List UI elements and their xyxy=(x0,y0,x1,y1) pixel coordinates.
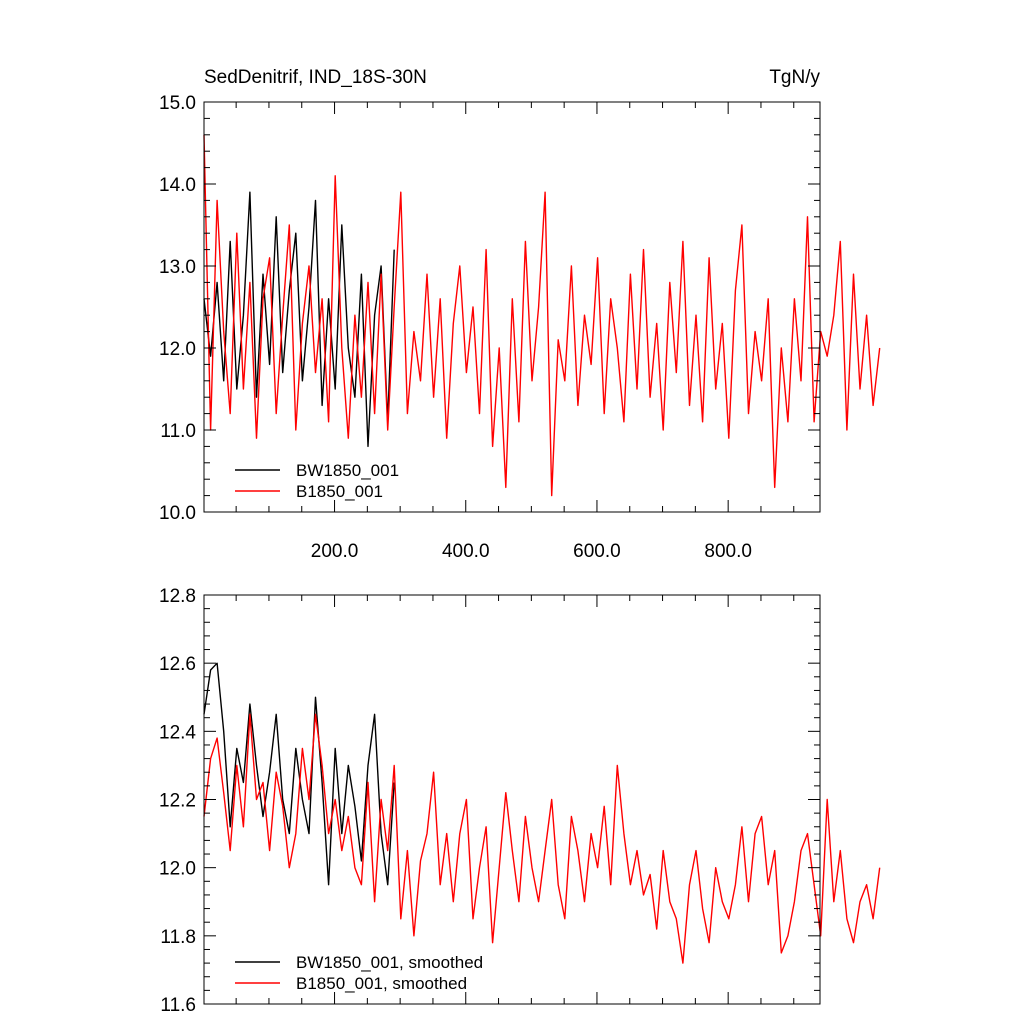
y-tick-label-1-5: 12.6 xyxy=(159,654,196,675)
y-tick-label-1-0: 11.6 xyxy=(160,995,196,1016)
y-tick-label-0-3: 13.0 xyxy=(159,257,196,278)
top-panel: SedDenitrif, IND_18S-30N TgN/y 10.011.01… xyxy=(159,67,881,562)
y-tick-label-1-2: 12.0 xyxy=(159,859,196,880)
y-tick-label-1-1: 11.8 xyxy=(160,927,196,948)
x-tick-label-0-1: 400.0 xyxy=(442,541,490,562)
series-line-1-0 xyxy=(203,662,395,886)
top-axes: 10.0 11.0 12.0 13.0 14.0 15.0 200.0 400.0 600.0 8… xyxy=(159,93,821,562)
x-tick-label-0-3: 800.0 xyxy=(704,541,752,562)
legend-label-0-1: B1850_001 xyxy=(296,482,383,501)
x-tick-label-0-2: 600.0 xyxy=(573,541,621,562)
y-tick-label-0-2: 12.0 xyxy=(159,339,196,360)
bottom-panel: 11.6 11.8 12.0 12.2 12.4 12.6 12.8 BW1850_001,… xyxy=(159,586,881,1016)
y-tick-label-0-5: 15.0 xyxy=(159,93,196,114)
legend-label-0-0: BW1850_001 xyxy=(296,461,399,480)
y-tick-label-1-3: 12.2 xyxy=(159,791,196,812)
bottom-legend: BW1850_001, smoothed B1850_001, smoothed xyxy=(235,953,483,993)
top-title-right: TgN/y xyxy=(769,67,820,88)
y-tick-label-1-4: 12.4 xyxy=(159,722,196,743)
top-series-group xyxy=(203,134,881,497)
series-line-1-1 xyxy=(203,713,881,964)
legend-label-1-0: BW1850_001, smoothed xyxy=(296,953,483,972)
y-tick-label-0-0: 10.0 xyxy=(159,503,196,524)
plot-frame-1 xyxy=(203,594,821,1005)
y-tick-label-0-4: 14.0 xyxy=(159,175,196,196)
x-tick-label-0-0: 200.0 xyxy=(311,541,359,562)
legend-label-1-1: B1850_001, smoothed xyxy=(296,974,467,993)
series-line-0-0 xyxy=(203,191,395,448)
y-tick-label-1-6: 12.8 xyxy=(159,586,196,607)
series-line-0-1 xyxy=(203,134,881,497)
plot-frame-0 xyxy=(203,101,821,513)
bottom-axes: 11.6 11.8 12.0 12.2 12.4 12.6 12.8 xyxy=(159,586,821,1016)
bottom-series-group xyxy=(203,662,881,964)
top-title-left: SedDenitrif, IND_18S-30N xyxy=(204,67,427,88)
y-tick-label-0-1: 11.0 xyxy=(160,421,196,442)
top-legend: BW1850_001 B1850_001 xyxy=(235,461,399,501)
